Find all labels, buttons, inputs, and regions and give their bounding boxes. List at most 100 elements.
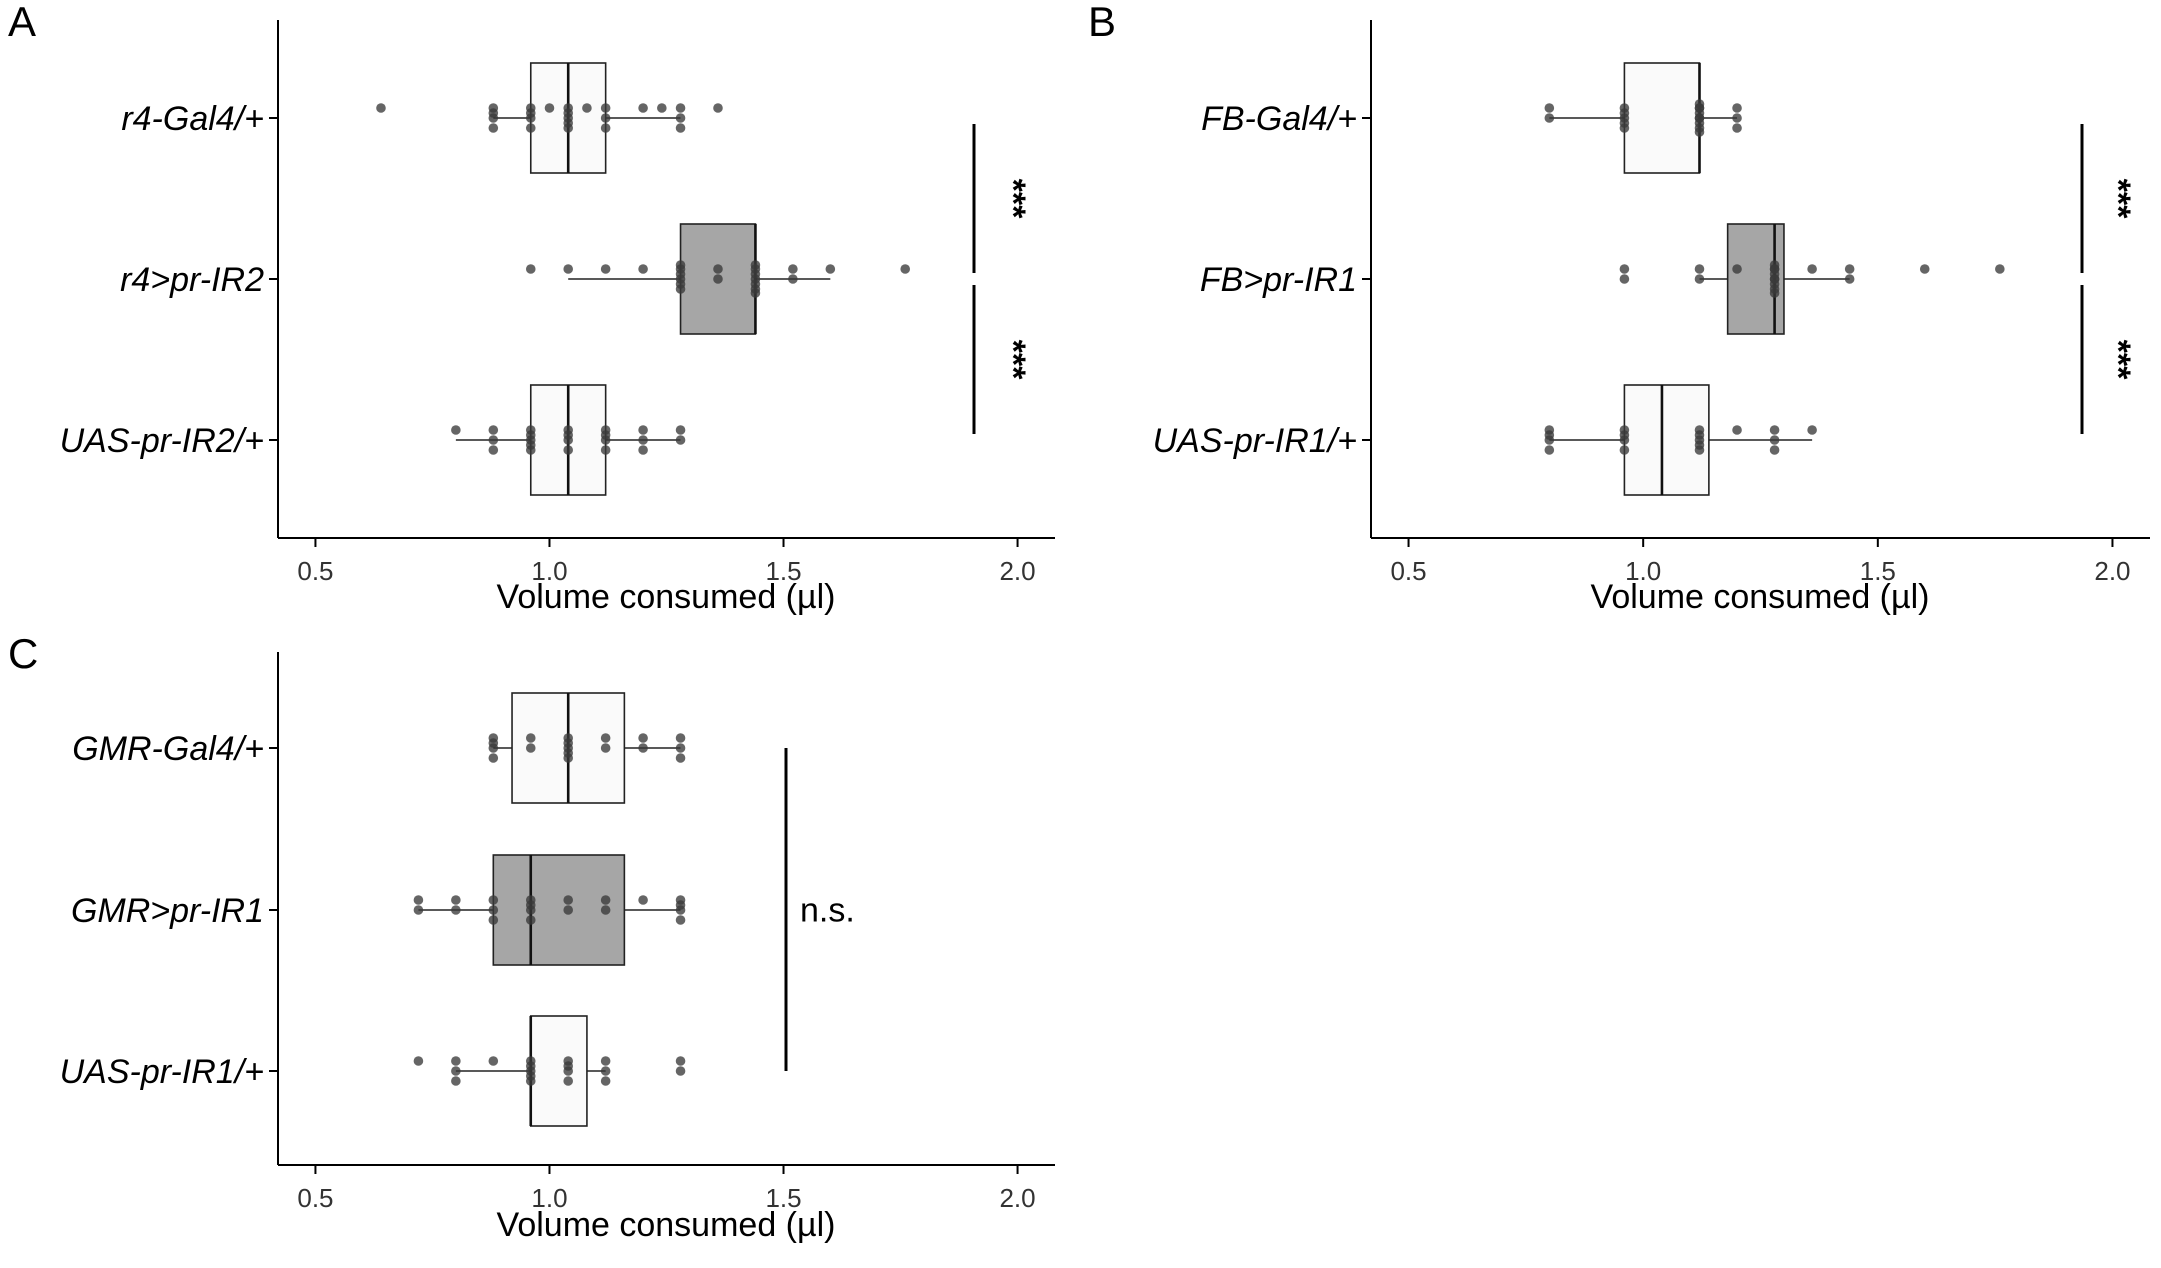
data-point (675, 113, 686, 123)
data-point (750, 288, 761, 298)
significance-label: *** (994, 179, 1032, 219)
data-point (1694, 264, 1705, 274)
x-tick-label: 1.5 (765, 1183, 801, 1213)
data-point (600, 905, 611, 915)
data-point (1732, 425, 1742, 435)
data-point (675, 753, 686, 763)
data-point (600, 113, 611, 123)
data-point (600, 445, 611, 455)
box (1623, 62, 1701, 174)
data-point (1619, 274, 1630, 284)
data-point (900, 264, 911, 274)
data-point (1769, 425, 1780, 435)
data-point (525, 430, 536, 440)
data-point (488, 425, 499, 435)
data-point (1694, 127, 1705, 137)
data-point (451, 895, 461, 905)
panel-letter: C (8, 630, 38, 677)
data-point (1694, 440, 1705, 450)
x-tick-label: 0.5 (297, 556, 333, 586)
data-point (525, 1061, 536, 1071)
data-point (525, 743, 536, 753)
data-point (788, 264, 798, 274)
data-point (488, 108, 499, 118)
significance-label: *** (2099, 179, 2137, 219)
data-point (1919, 264, 1930, 274)
data-point (563, 1076, 574, 1086)
data-point (825, 264, 836, 274)
data-point (1694, 113, 1705, 123)
data-point (525, 264, 536, 274)
category-label: UAS-pr-IR2/+ (60, 422, 264, 460)
data-point (1619, 108, 1630, 118)
x-tick-label: 2.0 (2094, 556, 2130, 586)
data-point (1769, 445, 1780, 455)
x-axis-title: Volume consumed (µl) (1591, 578, 1930, 616)
category-label: UAS-pr-IR1/+ (60, 1053, 264, 1091)
category-label: GMR-Gal4/+ (72, 730, 264, 768)
x-tick-label: 1.0 (531, 556, 567, 586)
data-point (638, 445, 648, 455)
data-point (600, 895, 611, 905)
data-point (675, 900, 686, 910)
data-point (750, 260, 761, 270)
data-point (525, 733, 536, 743)
panel-a: A 0.5 1.0 1.5 2.0 Volume consumed (µl) r4-Gal4… (8, 0, 1055, 616)
data-point (1995, 264, 2005, 274)
data-point (657, 103, 667, 113)
data-point (413, 1056, 424, 1066)
category-label: UAS-pr-IR1/+ (1153, 422, 1357, 460)
data-point (1732, 103, 1742, 113)
data-point (750, 269, 761, 279)
data-point (638, 264, 648, 274)
significance-label: n.s. (800, 892, 855, 930)
x-tick-label: 1.5 (765, 556, 801, 586)
data-point (638, 435, 648, 445)
data-point (376, 103, 386, 113)
data-point (488, 753, 499, 763)
significance-label: *** (994, 340, 1032, 380)
data-point (525, 123, 536, 133)
data-point (563, 430, 574, 440)
data-point (488, 435, 499, 445)
x-tick-label: 2.0 (999, 1183, 1035, 1213)
data-point (525, 108, 536, 118)
data-point (638, 743, 648, 753)
data-point (563, 748, 574, 758)
data-point (1544, 445, 1555, 455)
data-point (1844, 274, 1855, 284)
data-point (1694, 430, 1705, 440)
data-point (413, 905, 424, 915)
data-point (675, 269, 686, 279)
data-point (600, 103, 611, 113)
data-point (563, 264, 574, 274)
data-point (600, 743, 611, 753)
data-point (563, 1061, 574, 1071)
panel-b: B 0.5 1.0 1.5 2.0 Volume consumed (µl) FB-Gal4… (1088, 0, 2150, 616)
panel-c: C 0.5 1.0 1.5 2.0 Volume consumed (µl) GMR-Gal… (8, 630, 1055, 1244)
data-point (488, 445, 499, 455)
data-point (1807, 264, 1817, 274)
data-point (788, 274, 798, 284)
data-point (600, 1056, 611, 1066)
data-point (675, 743, 686, 753)
significance-label: *** (2099, 340, 2137, 380)
data-point (451, 905, 461, 915)
data-point (488, 905, 499, 915)
data-point (563, 445, 574, 455)
data-point (1544, 113, 1555, 123)
x-tick-label: 1.0 (531, 1183, 567, 1213)
data-point (451, 425, 461, 435)
data-point (600, 123, 611, 133)
data-point (600, 430, 611, 440)
x-axis-title: Volume consumed (µl) (497, 578, 836, 616)
data-point (1544, 103, 1555, 113)
data-point (675, 1066, 686, 1076)
data-point (675, 915, 686, 925)
category-label: FB>pr-IR1 (1200, 261, 1357, 299)
x-tick-label: 0.5 (297, 1183, 333, 1213)
data-point (525, 900, 536, 910)
x-tick-label: 0.5 (1390, 556, 1426, 586)
box (529, 1015, 588, 1127)
data-point (563, 108, 574, 118)
